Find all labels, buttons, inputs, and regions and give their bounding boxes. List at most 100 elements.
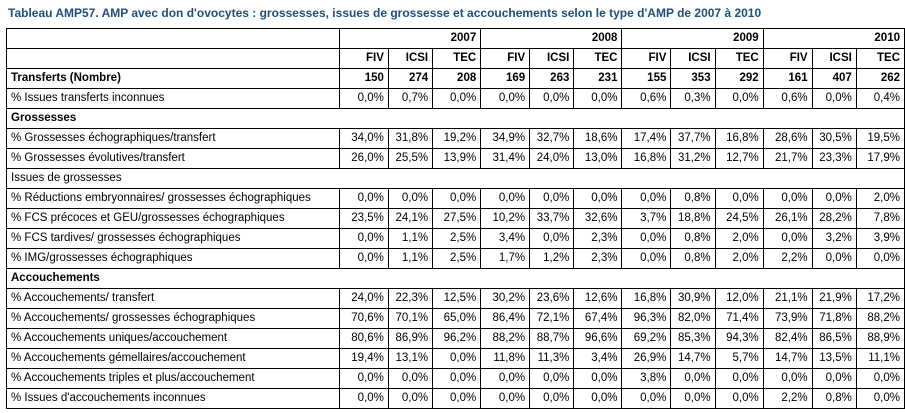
table-cell: 17,4% [621, 128, 672, 149]
transfers-value: 353 [670, 68, 716, 89]
table-cell: 0,0% [387, 388, 434, 409]
table-cell: 96,2% [432, 328, 482, 349]
table-cell: 65,0% [432, 308, 482, 329]
table-cell: 0,0% [529, 188, 575, 209]
table-cell: 33,7% [529, 208, 575, 229]
table-cell: 88,2% [480, 328, 531, 349]
section-row: Grossesses [6, 108, 905, 129]
transfers-value: 407 [811, 68, 857, 89]
table-cell: 0,0% [339, 368, 389, 389]
table-cell: 0,0% [432, 88, 482, 109]
table-cell: 0,0% [855, 388, 905, 409]
table-cell: 22,3% [387, 288, 434, 309]
table-row: % FCS précoces et GEU/grossesses échogra… [6, 208, 905, 229]
technique-header: TEC [573, 48, 623, 69]
table-cell: 2,5% [432, 248, 482, 269]
table-cell: 0,0% [714, 88, 764, 109]
row-label: % FCS tardives/ grossesses échographique… [6, 228, 340, 249]
table-cell: 5,7% [714, 348, 764, 369]
table-cell: 0,6% [621, 88, 672, 109]
year-header-2008: 2008 [480, 28, 623, 49]
table-cell: 0,8% [670, 248, 716, 269]
table-cell: 19,2% [432, 128, 482, 149]
table-cell: 0,0% [855, 368, 905, 389]
section-row: Accouchements [6, 268, 905, 289]
table-cell: 2,2% [762, 388, 813, 409]
table-cell: 0,8% [811, 388, 857, 409]
table-row: % Accouchements/ grossesses échographiqu… [6, 308, 905, 329]
row-label: % Réductions embryonnaires/ grossesses é… [6, 188, 340, 209]
table-row: % Accouchements triples et plus/accouche… [6, 368, 905, 389]
section-heading: Issues de grossesses [6, 168, 905, 189]
transfers-value: 292 [714, 68, 764, 89]
table-cell: 10,2% [480, 208, 531, 229]
table-cell: 0,0% [811, 88, 857, 109]
table-cell: 0,0% [762, 228, 813, 249]
empty-header-cell [6, 48, 340, 69]
table-row: % Accouchements gémellaires/accouchement… [6, 348, 905, 369]
table-cell: 21,9% [811, 288, 857, 309]
table-cell: 0,0% [621, 228, 672, 249]
table-cell: 0,0% [811, 188, 857, 209]
table-cell: 31,8% [387, 128, 434, 149]
row-label: % Accouchements gémellaires/accouchement [6, 348, 340, 369]
table-cell: 0,0% [432, 388, 482, 409]
table-cell: 96,6% [573, 328, 623, 349]
table-cell: 12,6% [573, 288, 623, 309]
technique-header: FIV [762, 48, 813, 69]
table-cell: 69,2% [621, 328, 672, 349]
table-cell: 0,0% [480, 88, 531, 109]
table-cell: 2,0% [714, 228, 764, 249]
table-cell: 0,8% [670, 188, 716, 209]
transfers-value: 150 [339, 68, 389, 89]
table-cell: 26,1% [762, 208, 813, 229]
table-cell: 31,2% [670, 148, 716, 169]
transfers-value: 262 [855, 68, 905, 89]
table-cell: 18,6% [573, 128, 623, 149]
transfers-value: 155 [621, 68, 672, 89]
table-cell: 2,5% [432, 228, 482, 249]
table-cell: 7,8% [855, 208, 905, 229]
table-cell: 82,4% [762, 328, 813, 349]
table-cell: 86,9% [387, 328, 434, 349]
table-row: % Issues d'accouchements inconnues 0,0% 0,… [6, 388, 905, 409]
table-cell: 13,9% [432, 148, 482, 169]
table-cell: 0,3% [670, 88, 716, 109]
table-cell: 2,3% [573, 228, 623, 249]
table-body: 2007 2008 2009 2010 FIV ICSI TEC FIV ICS… [6, 28, 905, 409]
table-cell: 12,5% [432, 288, 482, 309]
table-cell: 11,3% [529, 348, 575, 369]
technique-header: FIV [339, 48, 389, 69]
table-cell: 26,0% [339, 148, 389, 169]
table-cell: 24,5% [714, 208, 764, 229]
table-cell: 0,8% [670, 228, 716, 249]
table-cell: 2,0% [855, 188, 905, 209]
table-cell: 0,0% [573, 368, 623, 389]
table-cell: 23,5% [339, 208, 389, 229]
table-cell: 13,0% [573, 148, 623, 169]
year-header-2010: 2010 [762, 28, 905, 49]
table-cell: 86,4% [480, 308, 531, 329]
table-cell: 0,0% [714, 188, 764, 209]
row-label: % Accouchements uniques/accouchement [6, 328, 340, 349]
empty-header-cell [6, 28, 340, 49]
table-cell: 28,2% [811, 208, 857, 229]
technique-header: ICSI [387, 48, 434, 69]
year-header-row: 2007 2008 2009 2010 [6, 28, 905, 49]
table-cell: 3,4% [480, 228, 531, 249]
table-cell: 0,0% [387, 368, 434, 389]
table-cell: 21,1% [762, 288, 813, 309]
row-label: % Grossesses évolutives/transfert [6, 148, 340, 169]
table-cell: 0,0% [670, 388, 716, 409]
table-cell: 0,0% [621, 248, 672, 269]
technique-header: TEC [714, 48, 764, 69]
table-cell: 0,0% [670, 368, 716, 389]
table-cell: 72,1% [529, 308, 575, 329]
technique-header: ICSI [811, 48, 857, 69]
year-header-2007: 2007 [338, 28, 482, 49]
table-cell: 11,8% [480, 348, 531, 369]
technique-header: TEC [432, 48, 482, 69]
table-cell: 25,5% [387, 148, 434, 169]
transfers-value: 169 [480, 68, 531, 89]
table-cell: 19,4% [339, 348, 389, 369]
